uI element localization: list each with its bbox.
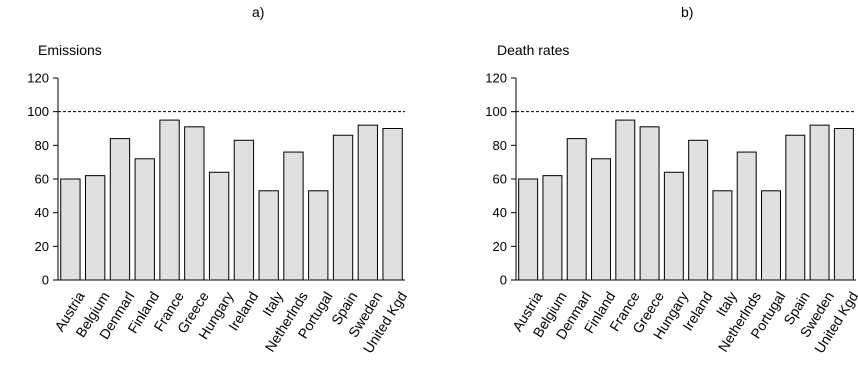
y-tick-label: 0: [500, 273, 507, 288]
bar: [283, 151, 304, 281]
y-tick-label: 60: [35, 172, 49, 187]
bar: [712, 190, 733, 281]
y-tick-label: 40: [493, 205, 507, 220]
bar: [308, 190, 329, 281]
bar: [785, 134, 806, 281]
y-tick-label: 120: [485, 71, 507, 86]
bar: [332, 134, 354, 281]
panel-label: a): [252, 4, 265, 20]
chart-title: Emissions: [38, 42, 102, 58]
bar: [60, 178, 81, 281]
bar: [639, 126, 660, 281]
bar: [233, 139, 255, 281]
bar: [591, 158, 611, 281]
bar: [357, 124, 378, 281]
bar: [566, 138, 587, 281]
y-tick-label: 60: [493, 172, 507, 187]
y-tick-label: 100: [485, 104, 507, 119]
panel-label: b): [681, 4, 694, 20]
bar-chart-death-rates: 020406080100120AustriaBelgiumDenmarlFinl…: [485, 71, 858, 356]
y-tick-label: 40: [35, 205, 49, 220]
bar: [542, 175, 563, 281]
bar: [109, 138, 131, 281]
bar: [688, 139, 709, 281]
chart-panel-death-rates: b) Death rates 0 20 40 60 80 100 120 Austria Bel…: [429, 0, 858, 376]
bar: [208, 171, 230, 281]
bar: [615, 119, 636, 281]
bar: [736, 151, 757, 281]
y-tick-label: 120: [27, 71, 49, 86]
bar: [134, 158, 155, 281]
bar: [518, 178, 539, 281]
bar: [663, 171, 684, 281]
chart-title: Death rates: [497, 42, 570, 58]
y-tick-label: 20: [493, 239, 507, 254]
bar: [258, 190, 279, 281]
y-tick-label: 20: [35, 239, 49, 254]
bar: [809, 124, 830, 281]
y-tick-label: 100: [27, 104, 49, 119]
y-tick-label: 80: [493, 138, 507, 153]
bar: [833, 128, 854, 281]
bar: [159, 119, 180, 281]
bar: [85, 175, 106, 281]
bar-chart-emissions: 020406080100120AustriaBelgiumDenmarlFinl…: [27, 71, 410, 356]
y-tick-label: 0: [42, 273, 49, 288]
bar: [761, 190, 781, 281]
bar: [184, 126, 205, 281]
bar: [382, 128, 403, 281]
y-tick-label: 80: [35, 138, 49, 153]
chart-panel-emissions: a) Emissions 0 20 40 60 80 100 120 Austria Belgi…: [27, 4, 410, 356]
